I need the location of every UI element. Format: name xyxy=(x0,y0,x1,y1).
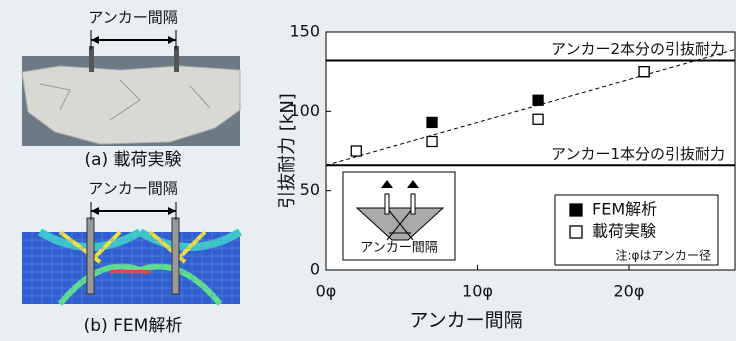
y-tick-label: 100 xyxy=(289,101,320,120)
legend-label: FEM解析 xyxy=(592,200,657,219)
reference-label: アンカー1本分の引抜耐力 xyxy=(551,145,725,163)
dimension-label: アンカー間隔 xyxy=(88,9,177,27)
marker xyxy=(639,67,649,77)
marker xyxy=(351,146,361,156)
x-axis-label: アンカー間隔 xyxy=(409,310,522,332)
x-tick-label: 10φ xyxy=(462,282,493,301)
legend-marker xyxy=(570,226,582,238)
marker xyxy=(427,117,437,127)
inset-label: アンカー間隔 xyxy=(360,241,437,256)
figure: アンカー間隔 (a) 載荷実験 アンカー間隔 (b) FEM解析 引抜耐力 [k… xyxy=(0,0,736,341)
y-tick-label: 0 xyxy=(310,260,320,279)
marker xyxy=(427,136,437,146)
marker xyxy=(533,95,543,105)
note: 注:φはアンカー径 xyxy=(616,248,711,263)
marker xyxy=(533,114,543,124)
x-tick-label: 0φ xyxy=(316,282,337,301)
reference-label: アンカー2本分の引抜耐力 xyxy=(551,40,725,58)
y-tick-label: 150 xyxy=(289,22,320,41)
caption: (b) FEM解析 xyxy=(84,316,183,336)
legend-label: 載荷実験 xyxy=(592,222,656,241)
x-tick-label: 20φ xyxy=(614,282,645,301)
dimension-label: アンカー間隔 xyxy=(88,180,177,198)
legend-marker xyxy=(570,204,582,216)
caption: (a) 載荷実験 xyxy=(84,150,181,170)
y-tick-label: 50 xyxy=(300,180,320,199)
